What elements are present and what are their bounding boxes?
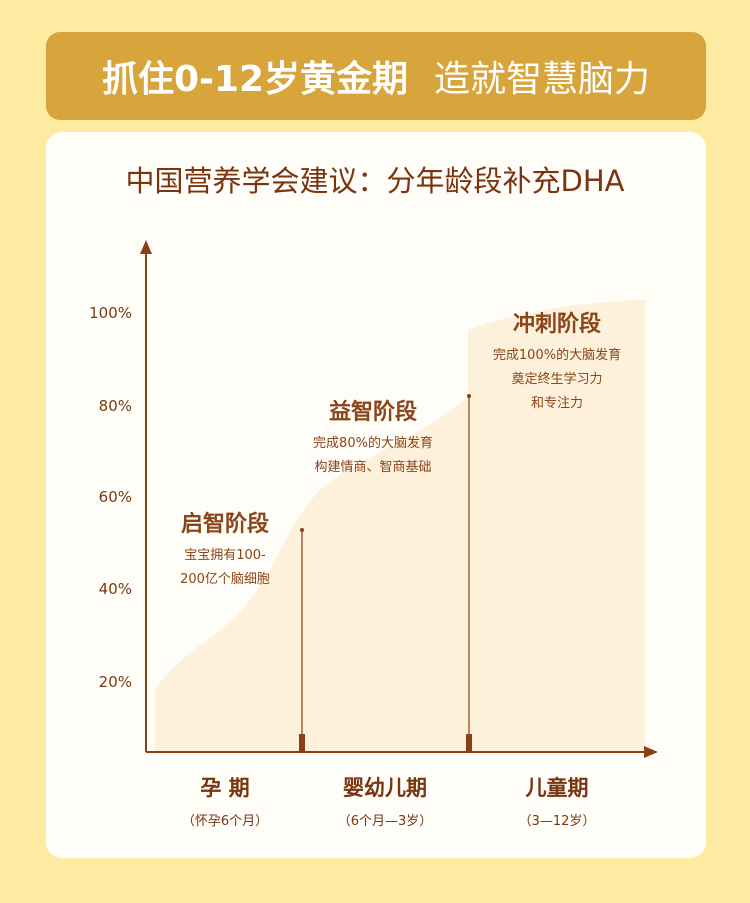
y-tick-label: 60% [98, 488, 132, 506]
stage-2: 益智阶段 完成80%的大脑发育 构建情商、智商基础 [293, 394, 453, 480]
y-tick-label: 20% [98, 673, 132, 691]
category-child: 儿童期 （3—12岁） [467, 772, 647, 829]
category-range: （3—12岁） [518, 814, 596, 829]
category-infant: 婴幼儿期 （6个月—3岁） [295, 772, 475, 829]
y-tick-label: 40% [98, 580, 132, 598]
stage-desc: 奠定终生学习力 [511, 372, 603, 387]
header-title-bold: 抓住0-12岁黄金期 [101, 59, 409, 100]
stage-title: 启智阶段 [180, 512, 269, 537]
header-banner: 抓住0-12岁黄金期 造就智慧脑力 [46, 32, 706, 120]
growth-area [155, 300, 645, 752]
category-range: （6个月—3岁） [337, 814, 433, 829]
stage-desc: 构建情商、智商基础 [314, 460, 432, 475]
stage-desc: 完成100%的大脑发育 [492, 348, 622, 363]
category-name: 孕 期 [200, 776, 250, 800]
stage-1: 启智阶段 宝宝拥有100- 200亿个脑细胞 [155, 506, 295, 592]
category-range: （怀孕6个月） [181, 814, 269, 829]
stage-3: 冲刺阶段 完成100%的大脑发育 奠定终生学习力 和专注力 [472, 306, 642, 416]
y-axis-arrow-icon [140, 240, 152, 254]
y-tick-label: 100% [89, 304, 132, 322]
divider-dot-2 [467, 394, 471, 398]
divider-base-1 [299, 734, 305, 752]
stage-desc: 完成80%的大脑发育 [313, 436, 433, 451]
category-name: 儿童期 [525, 776, 589, 800]
divider-dot-1 [300, 528, 304, 532]
y-tick-label: 80% [98, 397, 132, 415]
stage-title: 益智阶段 [328, 400, 417, 425]
stage-title: 冲刺阶段 [512, 312, 601, 337]
category-name: 婴幼儿期 [343, 776, 427, 800]
stage-desc: 200亿个脑细胞 [180, 572, 270, 587]
stage-desc: 宝宝拥有100- [184, 548, 266, 563]
stage-desc: 和专注力 [530, 396, 583, 411]
category-pregnancy: 孕 期 （怀孕6个月） [135, 772, 315, 829]
header-title-light: 造就智慧脑力 [434, 59, 651, 100]
divider-base-2 [466, 734, 472, 752]
chart-subtitle: 中国营养学会建议：分年龄段补充DHA [125, 164, 625, 198]
x-axis-arrow-icon [644, 746, 658, 758]
